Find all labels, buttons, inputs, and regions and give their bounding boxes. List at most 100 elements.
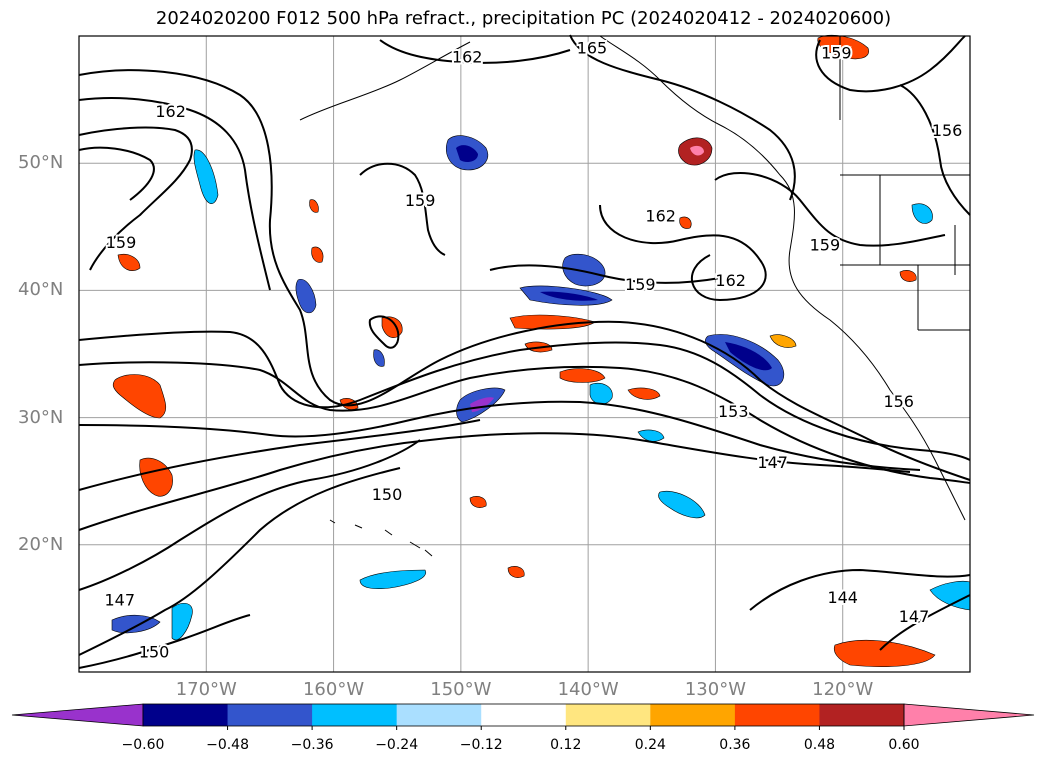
contour-label: 162 [155,102,186,121]
precip-positive-area [690,145,704,156]
contour-label: 162 [452,47,483,66]
contour-line [78,69,971,481]
contour-line [899,84,971,216]
colorbar-tick-label: 0.36 [719,737,751,753]
map-frame [78,35,971,673]
contour-label: 159 [810,236,841,255]
contour-line [815,35,966,93]
precip-shading [111,35,971,667]
precip-positive-area [311,246,324,263]
contour-lines [78,34,971,669]
precip-negative-area [911,203,933,224]
longitude-label: 170°W [175,679,237,700]
longitude-label: 160°W [302,679,365,700]
contour-label: 162 [645,206,676,225]
precip-positive-area [117,253,141,271]
contour-label: 150 [139,643,170,662]
longitude-label: 130°W [684,679,746,700]
colorbar-extend-high [903,703,1035,727]
longitude-label: 150°W [430,679,492,700]
colorbar-swatch [819,704,905,726]
colorbar-swatch [143,704,229,726]
contour-line [749,568,971,611]
contour-label: 150 [372,485,403,504]
contour-line [569,34,796,201]
precip-negative-area [725,342,772,371]
contour-line [489,264,721,284]
precip-negative-area [373,349,385,367]
contour-label: 159 [405,191,436,210]
colorbar-frame [142,703,905,727]
latitude-label: 50°N [18,152,64,174]
contour-label: 147 [104,590,135,609]
precip-positive-area [627,387,661,400]
contour-labels: 165 162 162 159 156 159 159 162 159 159 162 153 156 1… [102,36,964,663]
contour-label: 159 [821,44,852,63]
precip-negative-area [658,490,706,519]
contour-label: 165 [577,38,608,57]
contour-label: 147 [899,607,930,626]
colorbar-swatch [227,704,313,726]
precip-positive-area [507,566,525,578]
precip-negative-area [171,602,193,641]
precip-positive-area [833,639,936,667]
precip-negative-area [637,429,665,442]
longitude-label: 140°W [557,679,619,700]
contour-label: 162 [715,271,746,290]
colorbar-swatch [650,704,736,726]
hawaii-islands [329,519,433,557]
contour-line [78,97,271,291]
contour-line [78,439,421,591]
contour-line [78,146,155,201]
precip-positive-area [469,496,487,508]
contour-label: 159 [625,275,656,294]
precip-negative-area [456,145,478,162]
colorbar-tick-label: 0.12 [550,737,582,753]
precip-negative-area [193,149,219,205]
precip-positive-area [559,368,606,383]
colorbar-swatch [312,704,398,726]
state-border [839,36,970,331]
coastline-alaska [299,41,471,121]
precip-negative-area [359,569,427,590]
contour-label: 147 [757,453,788,472]
contour-line [359,162,446,256]
colorbar-tick-label: −0.48 [206,737,249,753]
contour-line [599,204,767,302]
contour-line [78,361,971,484]
contour-line [368,315,400,349]
precip-negative-area [540,291,598,301]
contour-line [78,419,481,491]
precip-negative-area [589,382,613,405]
colorbar-tick-label: 0.24 [634,737,666,753]
contour-line [879,594,971,651]
contour-label: 156 [883,392,914,411]
colorbar-tick-label: 0.48 [803,737,836,753]
map-panel: 165 162 162 159 156 159 159 162 159 159 162 153 156 1… [78,34,971,673]
coastlines [299,35,970,557]
contour-line [78,467,401,656]
contour-line [78,432,911,531]
colorbar-tick-label: −0.24 [375,737,419,753]
precip-positive-area [112,374,167,419]
colorbar-extend-low [11,703,144,727]
precip-positive-area [309,199,319,213]
latitude-label: 20°N [18,533,64,555]
contour-line [714,172,946,247]
coastline-north-america [599,35,966,521]
colorbar-swatch [565,704,651,726]
contour-line [78,614,251,669]
precip-positive-area [899,270,917,282]
contour-line [78,400,921,471]
colorbar-tick-label: −0.12 [459,737,503,753]
colorbar-swatch [734,704,820,726]
precip-negative-area [295,279,317,314]
colorbar-tick-label: −0.60 [121,737,165,753]
colorbar-swatch [481,704,567,726]
precip-negative-area [562,253,606,287]
latitude-label: 40°N [18,279,64,301]
contour-label: 156 [932,121,963,140]
latitude-label: 30°N [18,406,64,428]
precip-positive-area [139,457,173,497]
colorbar-swatch [396,704,482,726]
